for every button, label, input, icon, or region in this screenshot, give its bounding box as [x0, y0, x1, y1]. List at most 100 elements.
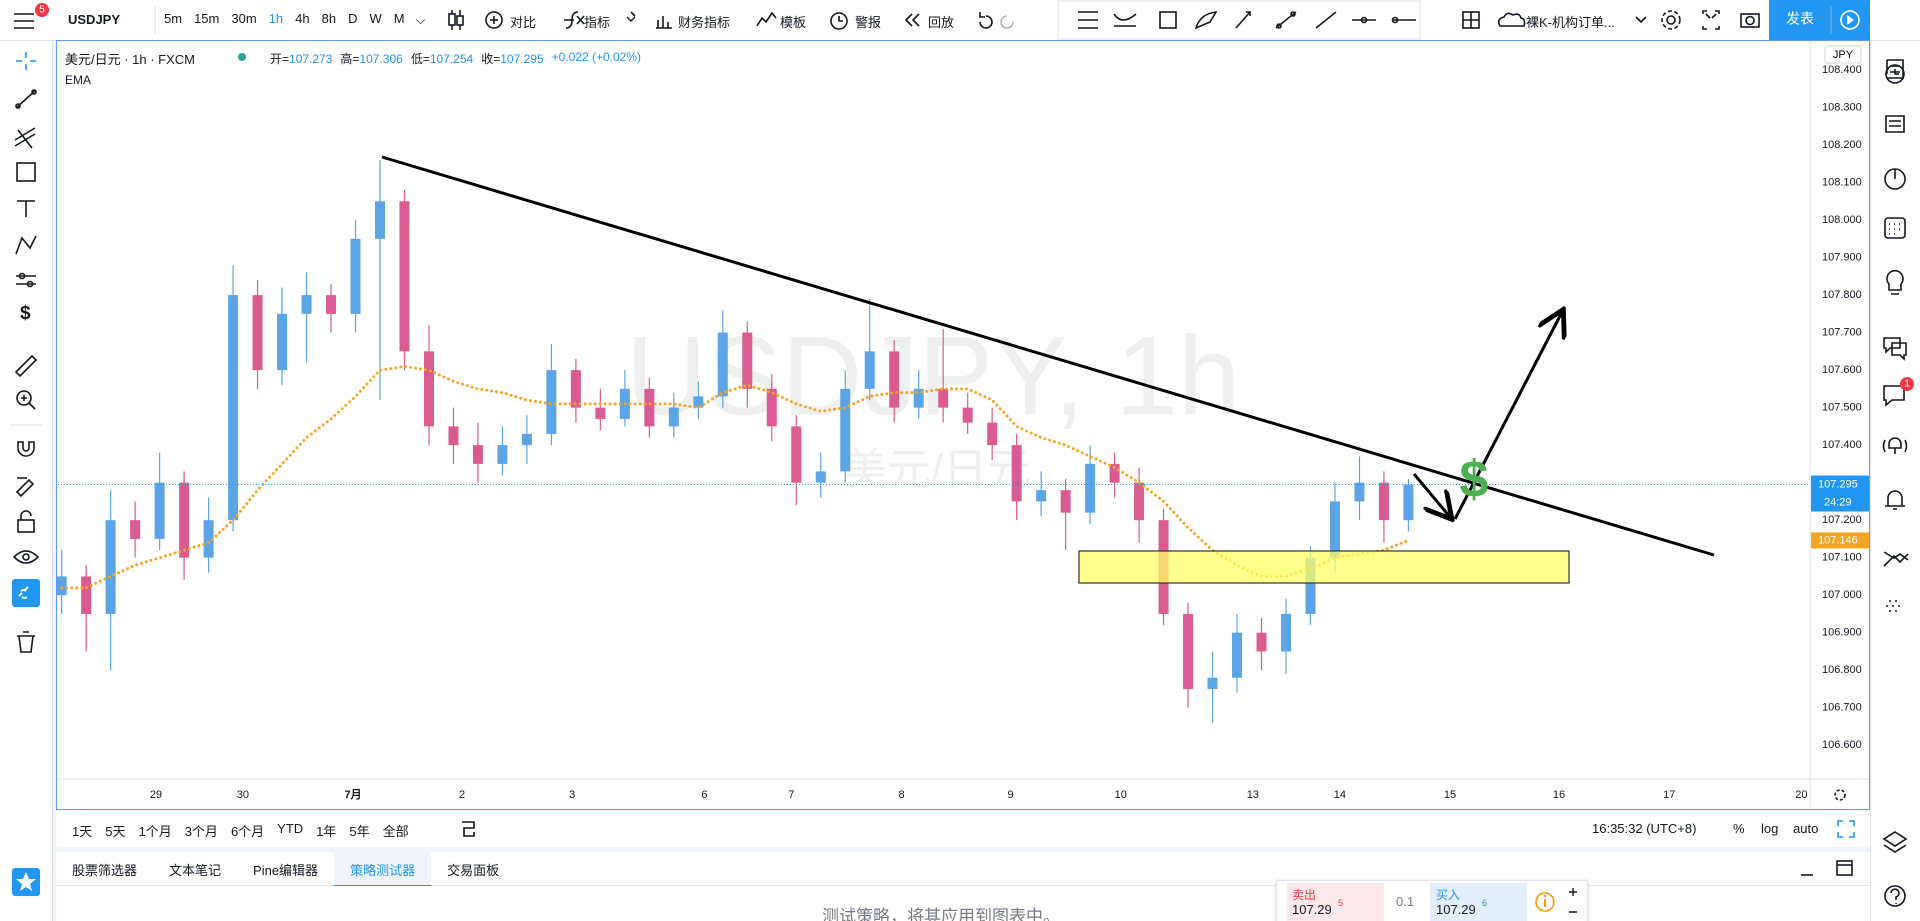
arrow[interactable]	[1412, 473, 1450, 517]
layout-name[interactable]: 裸K-机构订单...	[1526, 15, 1615, 30]
ohlc-value: 107.273	[289, 52, 333, 66]
scale-option[interactable]: auto	[1793, 821, 1819, 836]
y-tick-label: 107.200	[1822, 514, 1862, 526]
candle-body	[987, 422, 998, 446]
sell-button[interactable]	[1287, 883, 1384, 921]
interval[interactable]: M	[393, 11, 405, 26]
change: +0.022 (+0.02%)	[551, 50, 642, 64]
goto-icon[interactable]	[459, 819, 479, 839]
buy-pip: 6	[1482, 898, 1488, 908]
quantity[interactable]: 0.1	[1396, 894, 1415, 909]
range-button[interactable]: 1年	[316, 824, 337, 839]
zone-rectangle[interactable]	[1078, 550, 1570, 584]
button-label[interactable]: 回放	[928, 15, 955, 30]
left-toolbar	[0, 41, 53, 921]
chart-frame	[56, 40, 1870, 810]
x-tick-label: 3	[569, 789, 575, 801]
watermark: USDJPY, 1h	[626, 314, 1240, 439]
candle-body	[693, 396, 704, 408]
dollar-icon[interactable]: $	[1460, 451, 1489, 509]
strategy-message: 测试策略，将其应用到图表中。	[822, 907, 1060, 921]
candle-body	[1232, 632, 1243, 678]
range-button[interactable]: 5天	[105, 824, 126, 839]
y-tick-label: 108.300	[1822, 101, 1862, 113]
notification-badge: 5	[39, 5, 45, 16]
button-label[interactable]: 对比	[510, 15, 537, 30]
last-price-box	[1811, 475, 1869, 512]
candle-body	[399, 201, 410, 352]
y-tick-label: 107.000	[1822, 589, 1862, 601]
range-button[interactable]: 5年	[349, 824, 370, 839]
legend-description: 美元/日元 · 1h · FXCM	[65, 52, 196, 67]
y-tick-label: 107.900	[1822, 251, 1862, 263]
ohlc-value: 107.254	[429, 52, 474, 66]
tab[interactable]: 文本笔记	[169, 863, 222, 878]
candle-body	[1134, 482, 1145, 521]
ohlc-label: 收=	[481, 52, 501, 66]
candle-body	[423, 351, 434, 427]
candle-body	[1011, 445, 1022, 502]
interval[interactable]: W	[369, 11, 382, 26]
interval[interactable]: 5m	[164, 11, 183, 26]
x-tick-label: 10	[1115, 789, 1127, 801]
candle-body	[791, 426, 802, 483]
candle-body	[766, 388, 777, 427]
candle-body	[717, 332, 728, 397]
candle-body	[154, 482, 165, 539]
y-tick-label: 107.500	[1822, 402, 1862, 414]
range-button[interactable]: 6个月	[230, 824, 265, 839]
x-tick-label: 17	[1663, 789, 1675, 801]
x-tick-label: 13	[1247, 789, 1259, 801]
candle-body	[1354, 482, 1365, 502]
range-button[interactable]: 1个月	[138, 824, 172, 839]
right-sidebar	[1870, 41, 1920, 921]
status-dot	[238, 53, 246, 61]
x-tick-label: 29	[150, 789, 162, 801]
interval[interactable]: 4h	[295, 11, 310, 26]
order-icons[interactable]	[1532, 886, 1586, 920]
panel-controls[interactable]	[1797, 858, 1857, 880]
symbol[interactable]: USDJPY	[68, 12, 121, 27]
tab[interactable]: Pine编辑器	[253, 863, 319, 878]
interval[interactable]: 30m	[231, 11, 257, 26]
interval-dropdown[interactable]	[415, 14, 425, 25]
button-label[interactable]: 模板	[780, 15, 807, 30]
range-button[interactable]: 1天	[72, 824, 93, 839]
x-tick-label: 14	[1334, 789, 1346, 801]
ohlc-label: 低=	[410, 52, 430, 66]
publish-button[interactable]: 发表	[1786, 11, 1814, 27]
interval[interactable]: 8h	[321, 11, 337, 26]
button-label[interactable]: 财务指标	[678, 15, 731, 30]
button-label[interactable]: 警报	[855, 15, 882, 30]
y-tick-label: 108.400	[1822, 64, 1862, 76]
tab[interactable]: 股票筛选器	[72, 863, 138, 878]
candle-body	[864, 351, 875, 389]
tab[interactable]: 策略测试器	[334, 852, 432, 887]
right-icons: 1	[1882, 59, 1914, 907]
trend-line[interactable]	[381, 155, 1715, 557]
button-label[interactable]: 指标	[584, 15, 611, 30]
tab[interactable]: 交易面板	[447, 863, 500, 878]
range-button[interactable]: YTD	[277, 821, 304, 836]
ohlc-label: 高=	[340, 52, 360, 66]
buy-button[interactable]	[1430, 883, 1527, 921]
range-button[interactable]: 全部	[382, 824, 409, 839]
interval[interactable]: 1h	[268, 11, 284, 26]
buy-label: 买入	[1436, 888, 1461, 902]
arrow[interactable]	[1453, 312, 1562, 520]
candle-body	[570, 370, 581, 408]
candle-body	[1280, 613, 1291, 652]
interval[interactable]: 15m	[194, 11, 220, 26]
candle-body	[1036, 490, 1047, 502]
interval[interactable]: D	[348, 11, 358, 26]
range-button[interactable]: 3个月	[184, 824, 218, 839]
clock: 16:35:32 (UTC+8)	[1592, 821, 1697, 836]
scale-option[interactable]: log	[1761, 821, 1779, 836]
candle-body	[1329, 501, 1340, 558]
fullscreen-icon[interactable]	[1836, 819, 1856, 839]
scale-option[interactable]: %	[1733, 821, 1745, 836]
candle-body	[1085, 463, 1096, 513]
currency-tool[interactable]: $	[20, 303, 31, 324]
y-tick-label: 106.900	[1822, 627, 1862, 639]
candle-body	[1109, 463, 1120, 483]
